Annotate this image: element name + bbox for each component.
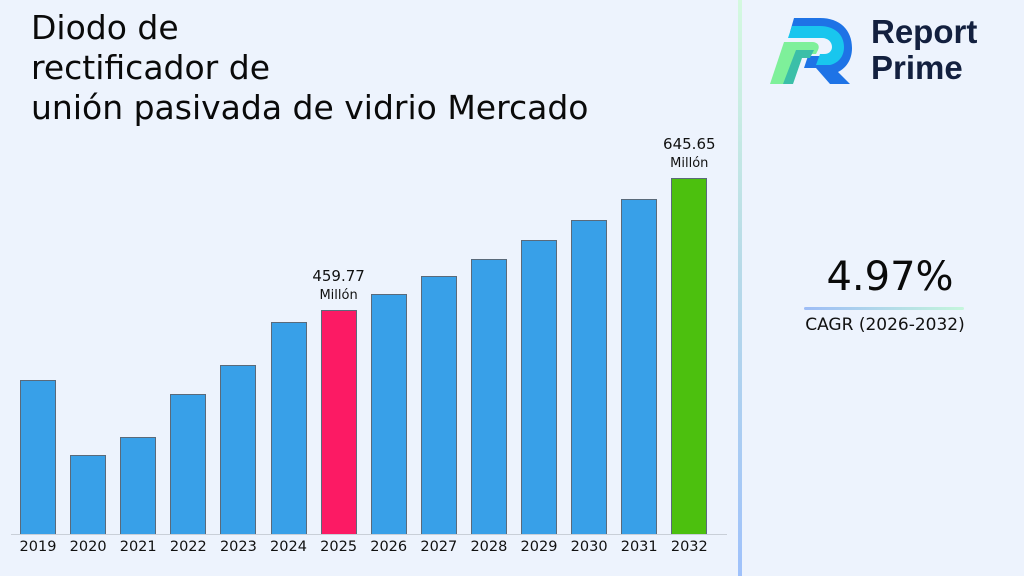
x-tick-label: 2030 — [570, 539, 608, 555]
page-title: Diodo de rectificador de unión pasivada … — [31, 8, 588, 128]
title-line-2: rectificador de — [31, 48, 270, 87]
bar-2023 — [220, 365, 257, 534]
bar-2024 — [270, 322, 307, 534]
brand-line-2: Prime — [871, 49, 963, 86]
bar-2032 — [671, 178, 708, 534]
x-tick-label: 2021 — [119, 539, 157, 555]
x-tick-label: 2024 — [270, 539, 307, 555]
data-label-2032: 645.65 Millón — [663, 135, 716, 171]
bar-2019 — [20, 380, 56, 534]
bar-2026 — [370, 294, 407, 534]
divider — [738, 0, 742, 576]
bar-2022 — [170, 394, 207, 534]
cagr-value: 4.97% — [826, 254, 954, 300]
x-tick-label: 2022 — [169, 539, 207, 555]
x-axis-line — [11, 534, 727, 535]
x-tick-label: 2019 — [19, 539, 57, 555]
x-tick-label: 2031 — [620, 539, 658, 555]
bar-2030 — [571, 220, 608, 534]
cagr-underline — [804, 307, 964, 310]
bar-2027 — [420, 276, 457, 534]
bar-2025 — [320, 310, 357, 534]
bar-2029 — [521, 240, 557, 534]
x-tick-label: 2026 — [370, 539, 408, 555]
title-line-1: Diodo de — [31, 8, 179, 47]
brand-name: Report Prime — [871, 14, 977, 86]
x-tick-label: 2025 — [320, 539, 358, 555]
report-prime-logo-icon — [770, 18, 852, 84]
x-tick-label: 2029 — [520, 539, 558, 555]
title-line-3: unión pasivada de vidrio Mercado — [31, 88, 589, 127]
bar-2020 — [70, 455, 107, 534]
bar-2031 — [621, 199, 658, 534]
cagr-label: CAGR (2026-2032) — [805, 315, 965, 335]
x-tick-label: 2027 — [420, 539, 458, 555]
x-tick-label: 2028 — [470, 539, 508, 555]
x-tick-label: 2032 — [670, 539, 708, 555]
bar-2021 — [120, 437, 157, 534]
bar-2028 — [470, 259, 507, 534]
x-tick-label: 2020 — [69, 539, 107, 555]
bar-chart: 2019 2020 2021 2022 2023 2024 2025 459.77 Millón… — [11, 135, 727, 555]
brand-line-1: Report — [871, 13, 978, 50]
data-label-2025: 459.77 Millón — [312, 267, 365, 303]
x-tick-label: 2023 — [219, 539, 257, 555]
